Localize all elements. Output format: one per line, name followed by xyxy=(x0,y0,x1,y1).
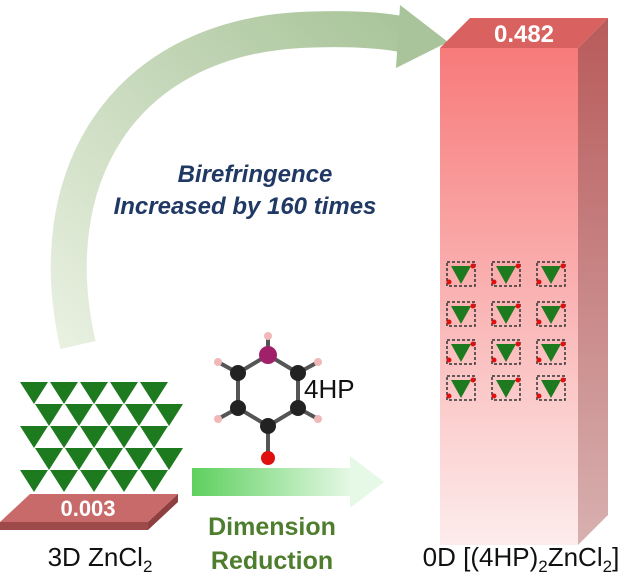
unit-oxygen xyxy=(536,279,542,285)
right-label-part: ZnCl xyxy=(548,542,603,572)
lattice-triangle xyxy=(110,382,138,404)
left-label-sub: 2 xyxy=(143,557,152,576)
unit-frame xyxy=(446,261,476,287)
curved-arrow xyxy=(50,5,448,350)
unit-oxygen xyxy=(446,393,452,399)
lattice-triangle xyxy=(125,448,153,470)
unit-tetrahedron xyxy=(451,266,471,284)
left-label: 3D ZnCl2 xyxy=(48,542,153,576)
small-slab xyxy=(0,494,178,530)
lattice-triangle xyxy=(125,404,153,426)
unit-oxygen xyxy=(470,303,476,309)
unit-oxygen xyxy=(491,319,497,325)
unit-tetrahedron xyxy=(451,344,471,362)
tall-bar xyxy=(440,18,608,545)
lattice-triangle xyxy=(110,426,138,448)
lattice-triangle xyxy=(65,448,93,470)
unit-tetrahedron xyxy=(541,306,561,324)
unit-oxygen xyxy=(515,341,521,347)
lattice-triangle xyxy=(80,382,108,404)
horizontal-arrow xyxy=(192,456,384,508)
unit-oxygen xyxy=(515,377,521,383)
lattice-triangle xyxy=(20,426,48,448)
unit-frame xyxy=(491,261,521,287)
unit-oxygen xyxy=(515,303,521,309)
lattice-triangle xyxy=(110,470,138,492)
unit-tetrahedron xyxy=(541,380,561,398)
unit-frame xyxy=(536,301,566,327)
unit-frame xyxy=(536,261,566,287)
lattice-triangle xyxy=(95,448,123,470)
lattice-triangle xyxy=(140,470,168,492)
unit-tetrahedron xyxy=(541,266,561,284)
unit-tetrahedron xyxy=(496,344,516,362)
lattice-triangle xyxy=(80,470,108,492)
lattice-triangle xyxy=(155,448,183,470)
bar-value-large: 0.482 xyxy=(494,21,554,48)
unit-frame xyxy=(536,339,566,365)
lattice-triangle xyxy=(50,426,78,448)
unit-frame xyxy=(446,375,476,401)
right-label-part: 0D [(4HP) xyxy=(423,542,539,572)
lattice-triangle xyxy=(20,382,48,404)
lattice-triangle xyxy=(35,404,63,426)
process-line1: Dimension xyxy=(208,513,336,541)
right-label: 0D [(4HP)2ZnCl2] xyxy=(423,542,620,576)
unit-oxygen xyxy=(491,357,497,363)
unit-oxygen xyxy=(491,279,497,285)
unit-frame xyxy=(491,301,521,327)
right-label-sub: 2 xyxy=(538,557,547,576)
unit-oxygen xyxy=(491,393,497,399)
unit-frame xyxy=(536,375,566,401)
unit-oxygen xyxy=(470,263,476,269)
unit-oxygen xyxy=(446,279,452,285)
lattice-triangle xyxy=(65,404,93,426)
headline-line1: Birefringence xyxy=(178,161,333,188)
crystal-units xyxy=(446,261,566,401)
zncl2-lattice xyxy=(20,382,183,492)
bar-value-small: 0.003 xyxy=(60,496,115,521)
unit-tetrahedron xyxy=(496,266,516,284)
unit-oxygen xyxy=(515,263,521,269)
unit-tetrahedron xyxy=(496,306,516,324)
lattice-triangle xyxy=(95,404,123,426)
lattice-triangle xyxy=(140,426,168,448)
unit-oxygen xyxy=(470,341,476,347)
unit-frame xyxy=(491,375,521,401)
lattice-triangle xyxy=(50,470,78,492)
unit-oxygen xyxy=(560,263,566,269)
unit-oxygen xyxy=(536,393,542,399)
unit-frame xyxy=(446,339,476,365)
unit-tetrahedron xyxy=(451,380,471,398)
unit-oxygen xyxy=(446,319,452,325)
headline-line2: Increased by 160 times xyxy=(114,193,377,220)
lattice-triangle xyxy=(80,426,108,448)
unit-oxygen xyxy=(470,377,476,383)
unit-oxygen xyxy=(446,357,452,363)
unit-frame xyxy=(446,301,476,327)
unit-oxygen xyxy=(560,303,566,309)
lattice-triangle xyxy=(50,382,78,404)
lattice-triangle xyxy=(140,382,168,404)
unit-tetrahedron xyxy=(451,306,471,324)
unit-oxygen xyxy=(536,319,542,325)
unit-oxygen xyxy=(560,377,566,383)
unit-tetrahedron xyxy=(541,344,561,362)
left-label-text: 3D ZnCl xyxy=(48,542,143,572)
lattice-triangle xyxy=(35,448,63,470)
lattice-triangle xyxy=(20,470,48,492)
right-label-sub: 2 xyxy=(603,557,612,576)
unit-oxygen xyxy=(560,341,566,347)
molecule-label: 4HP xyxy=(304,374,355,404)
unit-oxygen xyxy=(536,357,542,363)
molecule xyxy=(214,332,322,465)
process-line2: Reduction xyxy=(211,547,333,575)
lattice-triangle xyxy=(155,404,183,426)
unit-frame xyxy=(491,339,521,365)
unit-tetrahedron xyxy=(496,380,516,398)
right-label-part: ] xyxy=(612,542,619,572)
